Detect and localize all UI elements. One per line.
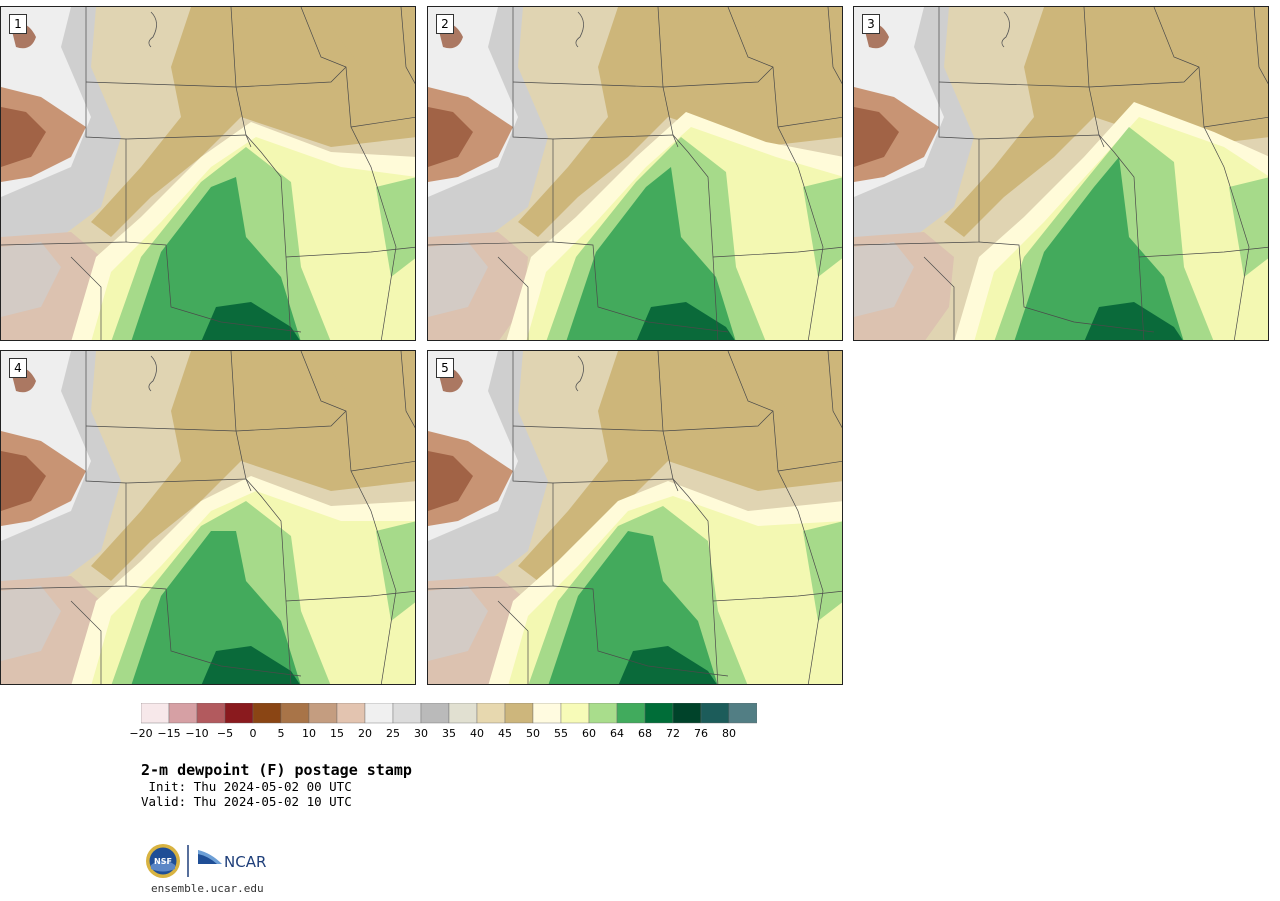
- colorbar-tick-labels: −20 −15 −10 −5 0 5 10 15 20 25 30 35 40 45 50 55 60 64 68 7…: [0, 727, 800, 741]
- colorbar-tick-label: 25: [386, 727, 400, 740]
- colorbar-tick-label: −10: [185, 727, 209, 740]
- colorbar-swatch: [532, 703, 562, 724]
- colorbar-swatch: [504, 703, 534, 724]
- colorbar-swatch: [392, 703, 422, 724]
- colorbar-tick-label: −15: [157, 727, 181, 740]
- colorbar-swatch: [616, 703, 646, 724]
- colorbar-tick-label: 15: [330, 727, 344, 740]
- ensemble-member-panel: 5: [427, 350, 843, 685]
- colorbar-swatch: [196, 703, 226, 724]
- colorbar-swatch: [644, 703, 674, 724]
- colorbar-tick-label: −20: [129, 727, 153, 740]
- member-number-label: 3: [862, 14, 880, 34]
- member-number-label: 4: [9, 358, 27, 378]
- colorbar-tick-label: 55: [554, 727, 568, 740]
- colorbar-swatch: [476, 703, 506, 724]
- member-number-label: 5: [436, 358, 454, 378]
- colorbar-swatch: [672, 703, 702, 724]
- colorbar-swatch: [588, 703, 618, 724]
- colorbar-tick-label: 40: [470, 727, 484, 740]
- colorbar-swatch: [560, 703, 590, 724]
- colorbar-tick-label: 35: [442, 727, 456, 740]
- colorbar-swatch: [700, 703, 730, 724]
- dewpoint-map-svg: [854, 7, 1268, 340]
- ensemble-member-panel: 4: [0, 350, 416, 685]
- colorbar-tick-label: 72: [666, 727, 680, 740]
- colorbar-tick-label: 30: [414, 727, 428, 740]
- nsf-logo-icon: NSF: [146, 844, 180, 878]
- dewpoint-map-svg: [428, 7, 842, 340]
- ncar-logo-text: NCAR: [224, 853, 266, 871]
- colorbar-tick-label: 50: [526, 727, 540, 740]
- dewpoint-map-svg: [428, 351, 842, 684]
- nsf-logo-text: NSF: [154, 857, 172, 866]
- colorbar-tick-label: 5: [277, 727, 285, 740]
- colorbar-tick-label: 20: [358, 727, 372, 740]
- init-time: Init: Thu 2024-05-02 00 UTC: [141, 779, 352, 794]
- ensemble-member-panel: 1: [0, 6, 416, 341]
- colorbar-swatch: [224, 703, 254, 724]
- dewpoint-map-svg: [1, 351, 415, 684]
- colorbar-swatch: [364, 703, 394, 724]
- colorbar-tick-label: 0: [249, 727, 257, 740]
- colorbar-tick-label: −5: [216, 727, 234, 740]
- dewpoint-colorbar: [141, 703, 757, 724]
- colorbar-tick-label: 64: [610, 727, 624, 740]
- colorbar-swatch: [168, 703, 198, 724]
- colorbar-swatch: [728, 703, 757, 724]
- ensemble-member-panel: 3: [853, 6, 1269, 341]
- valid-time: Valid: Thu 2024-05-02 10 UTC: [141, 794, 352, 809]
- colorbar-tick-label: 60: [582, 727, 596, 740]
- colorbar-tick-label: 68: [638, 727, 652, 740]
- colorbar-swatch: [420, 703, 450, 724]
- dewpoint-map-svg: [1, 7, 415, 340]
- website-url: ensemble.ucar.edu: [151, 882, 264, 895]
- colorbar-swatch: [308, 703, 338, 724]
- colorbar-swatch: [252, 703, 282, 724]
- colorbar-swatch: [448, 703, 478, 724]
- sponsor-logos: NSF NCAR: [146, 844, 266, 878]
- colorbar-swatch: [280, 703, 310, 724]
- colorbar-tick-label: 76: [694, 727, 708, 740]
- chart-title: 2-m dewpoint (F) postage stamp: [141, 761, 412, 779]
- member-number-label: 1: [9, 14, 27, 34]
- colorbar-swatch: [336, 703, 366, 724]
- member-number-label: 2: [436, 14, 454, 34]
- colorbar-swatch: [141, 703, 170, 724]
- ncar-logo-icon: NCAR: [198, 850, 266, 871]
- colorbar-tick-label: 10: [302, 727, 316, 740]
- colorbar-tick-label: 80: [722, 727, 736, 740]
- ensemble-member-panel: 2: [427, 6, 843, 341]
- colorbar-tick-label: 45: [498, 727, 512, 740]
